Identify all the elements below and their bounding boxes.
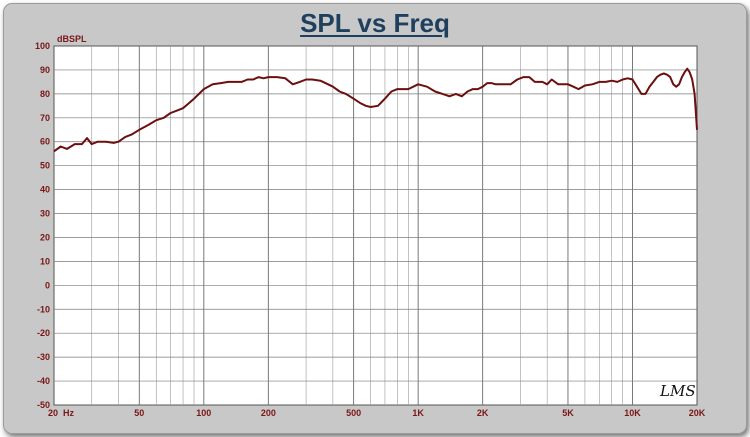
lms-watermark: LMS: [659, 382, 696, 400]
y-tick-label: 30: [40, 209, 50, 219]
x-tick-label: 20K: [689, 408, 706, 418]
y-tick-label: 20: [40, 232, 50, 242]
x-tick-label: 10K: [624, 408, 641, 418]
x-tick-label: 2K: [477, 408, 489, 418]
spl-curve: [53, 67, 698, 153]
y-tick-label: 10: [40, 256, 50, 266]
x-tick-label: 200: [261, 408, 276, 418]
grid: [54, 46, 697, 405]
x-tick-label: 5K: [562, 408, 574, 418]
plot-area: [53, 45, 698, 406]
y-tick-label: -20: [37, 328, 50, 338]
y-tick-label: 100: [35, 41, 50, 51]
y-tick-label: -50: [37, 400, 50, 410]
y-tick-label: -40: [37, 376, 50, 386]
x-axis: 20 Hz 50 100 200 500 1K 2K 5K 10K 20K: [48, 408, 706, 418]
y-tick-label: 50: [40, 161, 50, 171]
y-tick-label: 40: [40, 185, 50, 195]
y-tick-label: 0: [45, 280, 50, 290]
y-axis-label: dBSPL: [57, 34, 87, 44]
x-tick-label: 1K: [412, 408, 424, 418]
x-tick-label: 20 Hz: [48, 408, 75, 418]
x-tick-label: 500: [346, 408, 361, 418]
x-tick-label: 50: [134, 408, 144, 418]
y-tick-label: 80: [40, 89, 50, 99]
y-tick-label: 90: [40, 65, 50, 75]
x-tick-label: 100: [196, 408, 211, 418]
y-tick-label: -10: [37, 304, 50, 314]
chart-title: SPL vs Freq: [300, 8, 450, 38]
y-tick-label: 60: [40, 137, 50, 147]
y-tick-label: 70: [40, 113, 50, 123]
y-tick-label: -30: [37, 352, 50, 362]
